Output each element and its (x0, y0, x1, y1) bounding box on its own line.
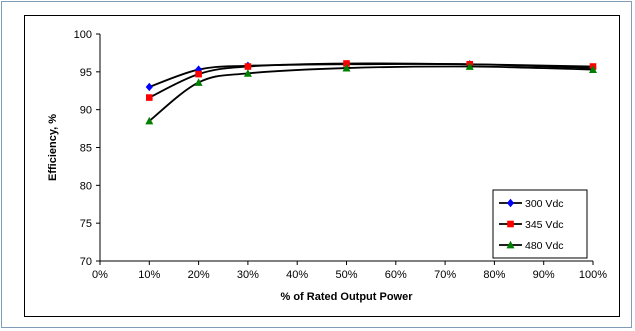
y-tick-label: 100 (74, 29, 92, 41)
x-tick-label: 30% (237, 269, 259, 281)
x-tick-label: 0% (92, 269, 108, 281)
x-tick-label: 50% (335, 269, 357, 281)
efficiency-chart: 70 75 80 85 90 95 100 0% 10% 20% 30% 40% 50% 60% 70% 80… (47, 29, 608, 303)
y-tick-label: 80 (80, 180, 92, 192)
x-tick-label: 60% (385, 269, 407, 281)
legend-item: 480 Vdc (499, 240, 564, 252)
legend-item: 300 Vdc (499, 198, 564, 210)
x-axis-label: % of Rated Output Power (281, 291, 414, 303)
y-tick-label: 90 (80, 105, 92, 117)
legend: 300 Vdc 345 Vdc 480 Vdc (492, 189, 588, 259)
x-tick-label: 100% (579, 269, 607, 281)
legend-label: 345 Vdc (525, 219, 564, 231)
series-line (148, 65, 594, 122)
y-tick-label: 95 (80, 67, 92, 79)
y-tick-label: 70 (80, 256, 92, 268)
y-axis-label: Efficiency, % (47, 114, 59, 181)
data-point (194, 78, 203, 86)
x-tick-label: 70% (434, 269, 456, 281)
series-2 (145, 62, 597, 125)
legend-marker (507, 220, 514, 228)
legend-label: 300 Vdc (525, 198, 564, 210)
data-point (145, 82, 153, 92)
y-tick-label: 75 (80, 218, 92, 230)
data-point (343, 60, 350, 67)
data-point (195, 70, 202, 78)
data-point (589, 65, 597, 73)
data-point (244, 63, 252, 70)
legend-marker (506, 240, 515, 249)
chart-panel: 70 75 80 85 90 95 100 0% 10% 20% 30% 40% 50% 60% 70% 80… (24, 15, 620, 317)
data-point (342, 63, 351, 72)
legend-item: 345 Vdc (499, 219, 564, 231)
x-tick-label: 90% (533, 269, 555, 281)
y-tick-label: 85 (80, 143, 92, 155)
series-group (145, 60, 597, 125)
ticks: 70 75 80 85 90 95 100 0% 10% 20% 30% 40% 50% 60% 70% 80… (74, 29, 608, 281)
data-point (145, 116, 154, 125)
data-point (243, 69, 252, 77)
x-tick-label: 80% (483, 269, 505, 281)
legend-label: 480 Vdc (525, 240, 564, 252)
legend-marker (506, 198, 515, 208)
data-point (465, 62, 474, 70)
data-point (146, 94, 153, 101)
x-tick-label: 20% (188, 269, 210, 281)
x-tick-label: 10% (138, 269, 160, 281)
x-tick-label: 40% (286, 269, 308, 281)
